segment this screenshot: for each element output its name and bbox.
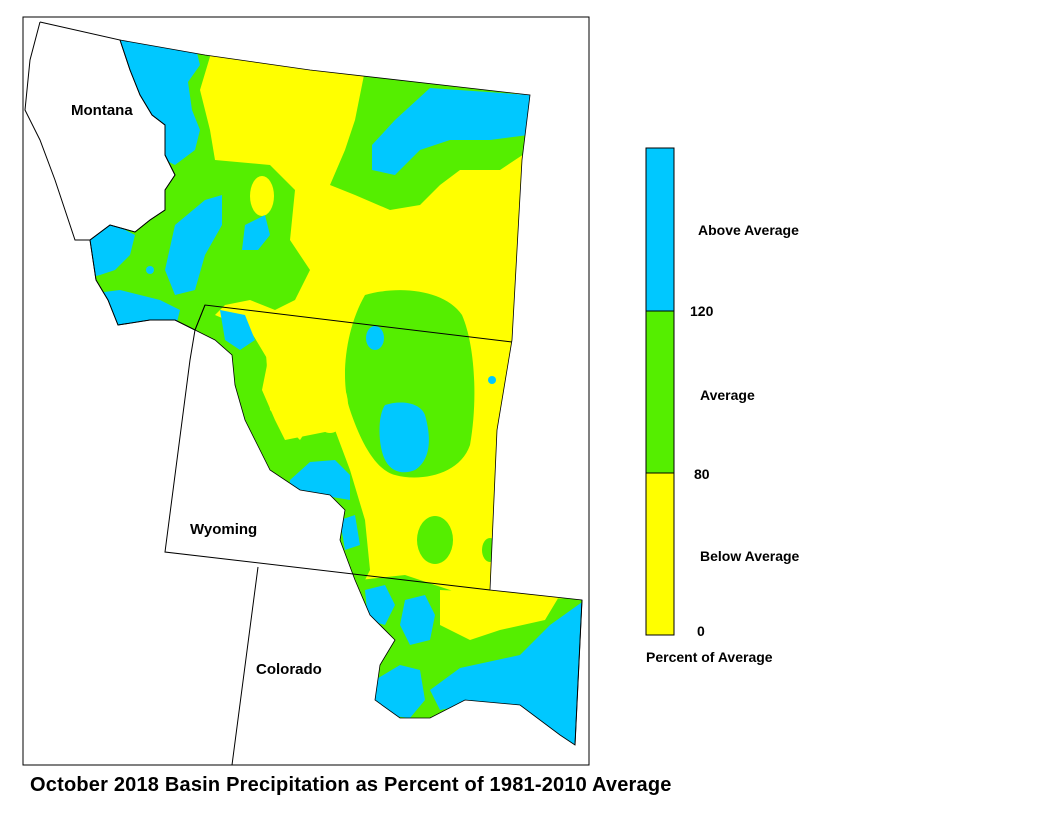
legend-label-below: Below Average [700,548,800,564]
above-zone-wy-south-1 [290,460,350,500]
legend-label-average: Average [700,387,755,403]
legend-title: Percent of Average [646,649,773,665]
above-zone-central-small [366,326,384,350]
legend-swatch-average [646,311,674,473]
montana-boundary [24,21,513,343]
above-spot-2 [488,376,496,384]
below-islands [250,176,560,640]
below-island-colorado-north [440,590,560,640]
legend: Above Average Average Below Average 120 … [645,147,800,665]
colorado-boundary [231,566,583,766]
legend-tick-0: 0 [697,623,705,639]
above-zone-co-3 [375,665,425,718]
above-spot-1 [146,266,154,274]
above-zone-central [379,402,429,473]
legend-swatch-above [646,148,674,311]
below-island-west-1 [250,176,274,216]
legend-label-above: Above Average [698,222,799,238]
legend-swatch-below [646,473,674,635]
above-zone-wy-south-2 [340,515,360,550]
above-spots [146,266,496,384]
legend-border [645,147,675,636]
legend-tick-120: 120 [690,303,714,319]
legend-tick-80: 80 [694,466,710,482]
above-zone-co-east [430,600,582,745]
above-zone-co-2 [400,595,435,645]
state-boundaries [24,21,583,766]
above-zone-northeast [372,88,530,175]
map-title: October 2018 Basin Precipitation as Perc… [30,774,672,796]
state-label-colorado: Colorado [256,661,322,678]
state-label-montana: Montana [71,102,133,119]
above-zone-co-1 [365,585,395,625]
above-zone-west-5 [220,310,255,350]
above-zone-west-4 [242,215,270,250]
average-zone-south-wyoming [417,516,453,564]
wyoming-boundary [164,304,491,591]
state-label-wyoming: Wyoming [190,521,257,538]
above-zone-west-3 [165,195,222,295]
below-island-west-4 [265,330,340,440]
